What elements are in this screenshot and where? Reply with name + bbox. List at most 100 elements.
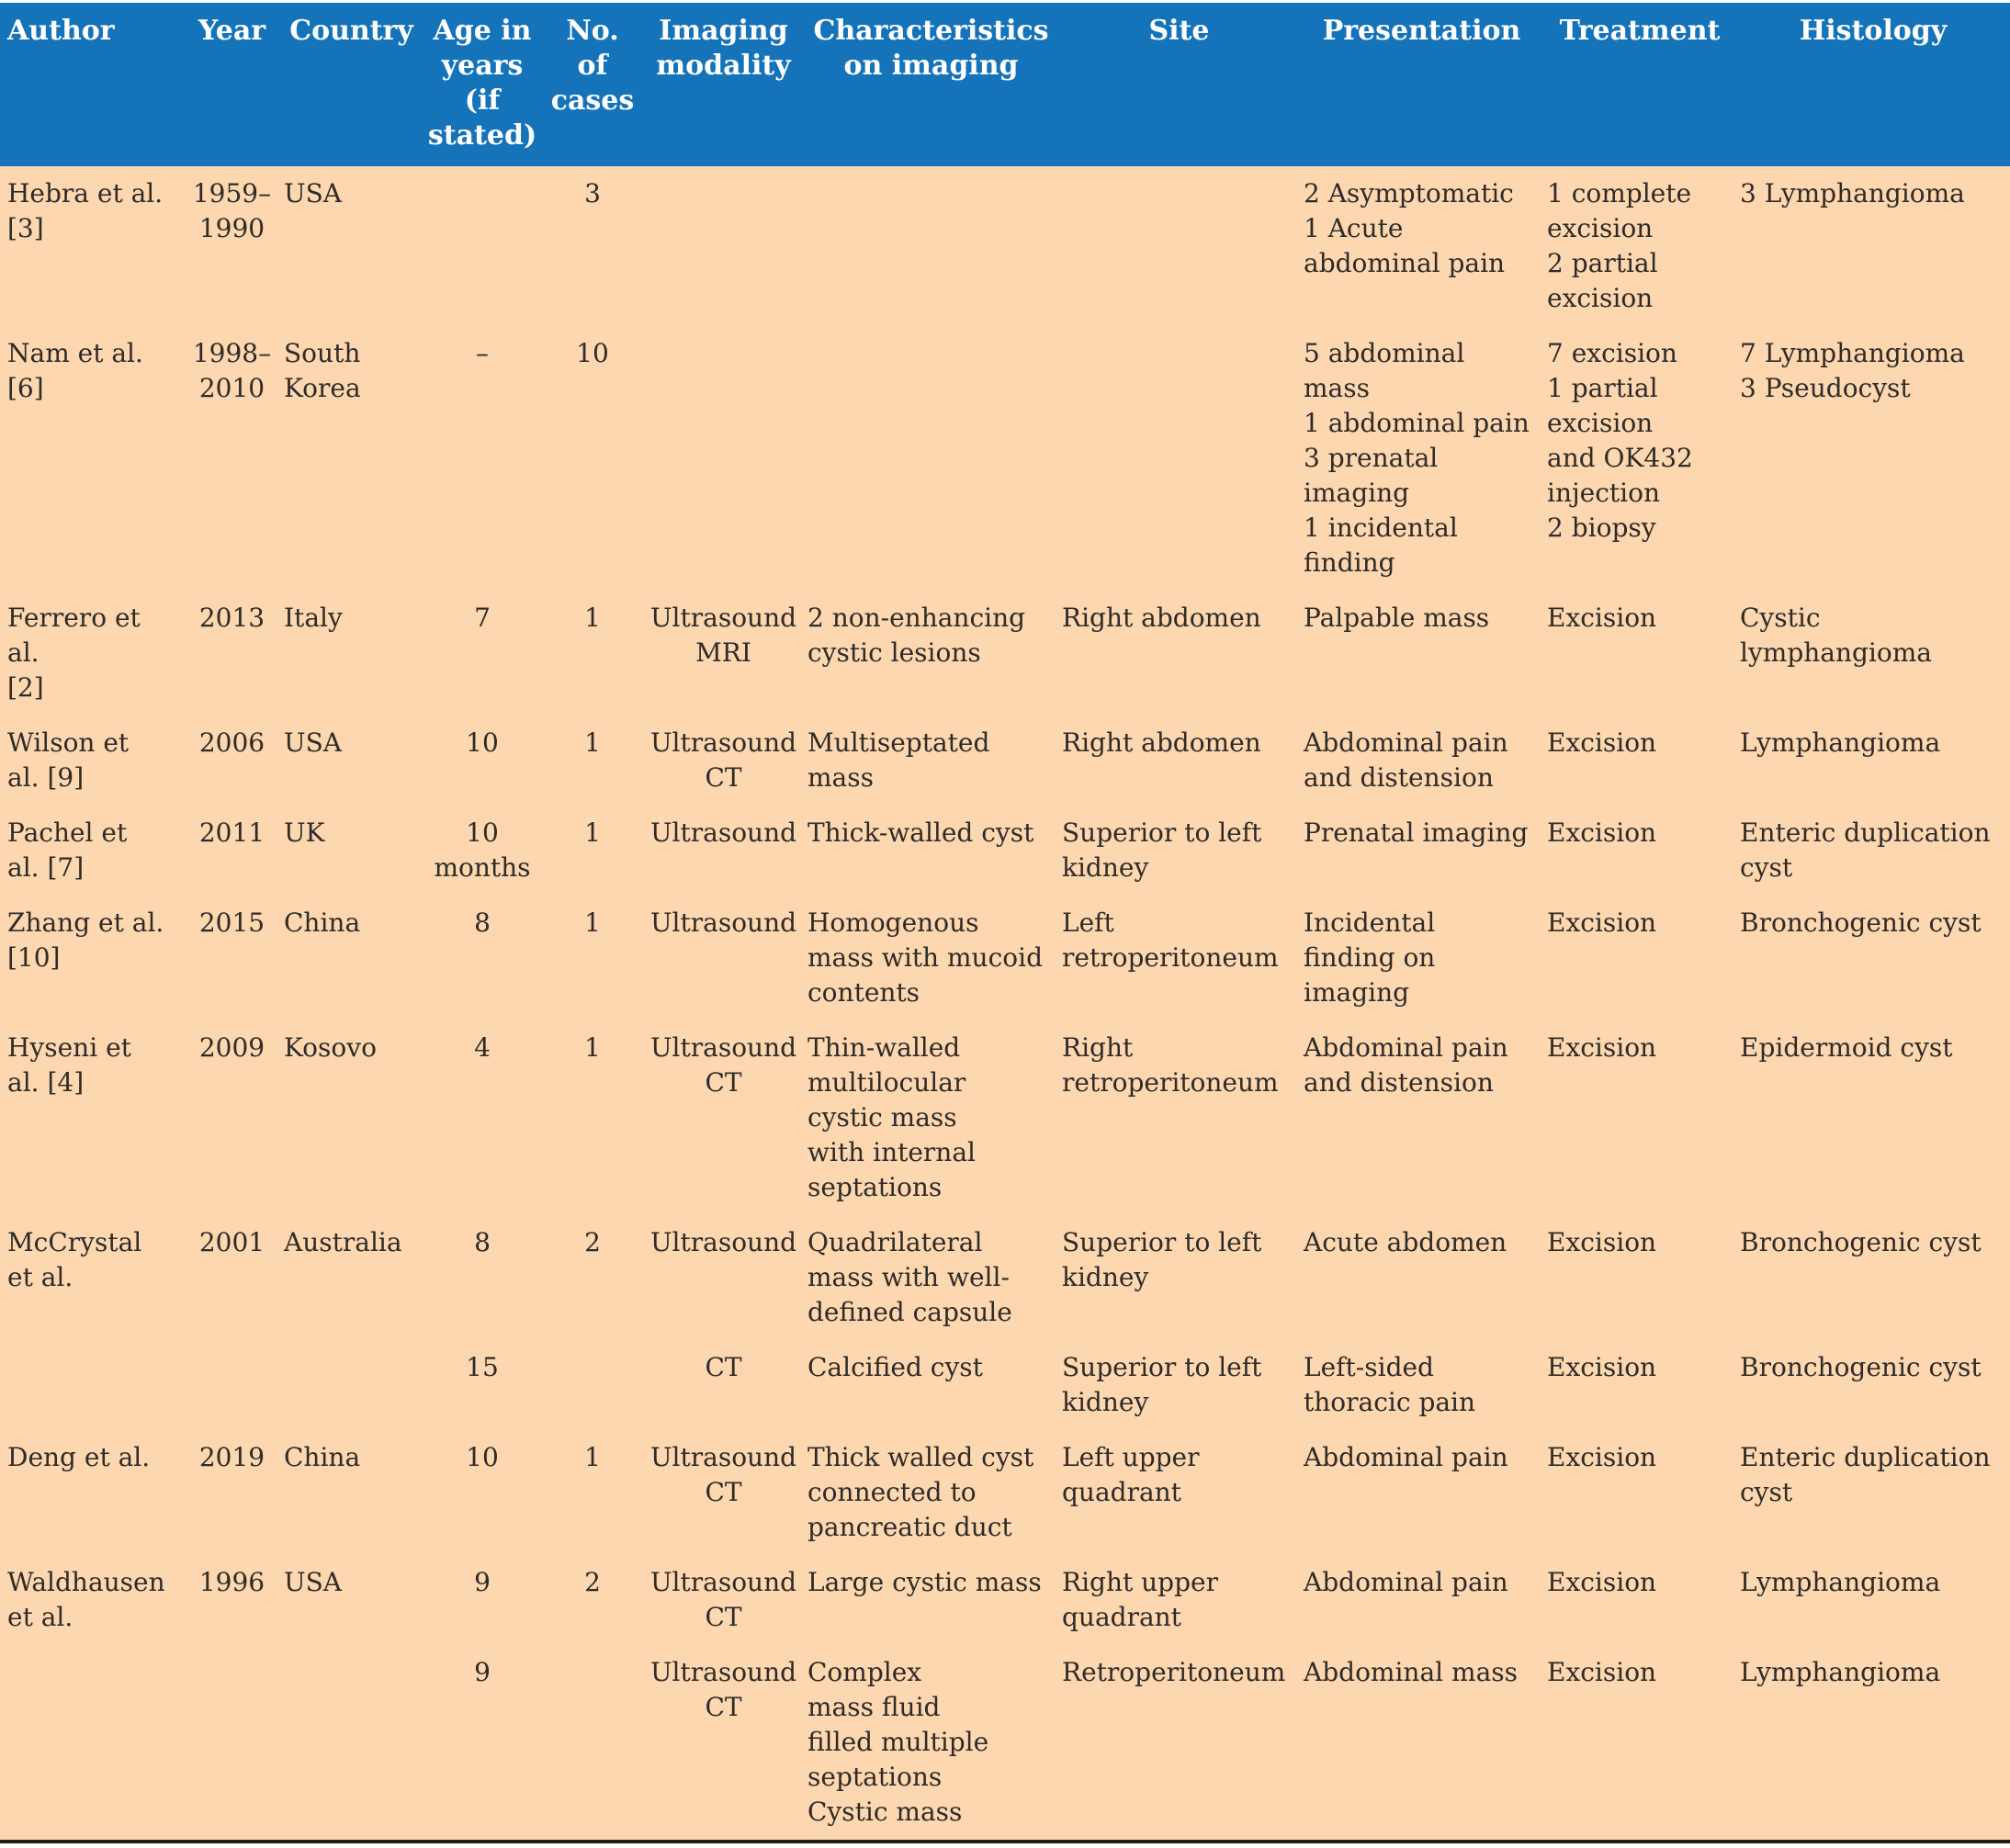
table-cell: Lymphangioma <box>1740 727 1941 758</box>
table-cell <box>280 1645 423 1842</box>
table-cell: Deng et al. <box>7 1442 151 1472</box>
table-cell: 2019 <box>198 1442 265 1472</box>
table-cell: 1 <box>584 817 601 848</box>
table-cell: USA <box>284 178 342 208</box>
table-cell: Hebra et al. [3] <box>7 178 164 243</box>
table-row: Waldhausen et al. 1996 USA 9 2 Ultrasound CT L… <box>0 1555 2010 1645</box>
table-cell: Ultrasound CT <box>649 727 797 793</box>
table-body: Hebra et al. [3] 1959– 1990 USA 3 2 Asymptom… <box>0 166 2010 1842</box>
table-cell: Thin-walled multilocular cystic mass wit… <box>807 1032 976 1202</box>
table-cell <box>280 1340 423 1430</box>
table-cell: 9 <box>474 1657 491 1687</box>
table-cell: Zhang et al. [10] <box>7 907 164 973</box>
table-cell <box>184 1340 280 1430</box>
table-cell: Enteric duplication cyst <box>1740 1442 1991 1507</box>
table-cell: 2013 <box>198 603 265 633</box>
column-header: No. of cases <box>542 3 643 166</box>
table-cell: Nam et al. [6] <box>7 338 143 403</box>
table-cell: Excision <box>1547 1032 1657 1063</box>
table-cell: 2 Asymptomatic 1 Acute abdominal pain <box>1304 178 1514 278</box>
table-cell: Excision <box>1547 1657 1657 1687</box>
table-cell: Large cystic mass <box>807 1567 1042 1597</box>
column-header: Country <box>280 3 423 166</box>
table-cell: 7 excision 1 partial excision and OK432 … <box>1547 338 1693 543</box>
table-cell: 9 <box>474 1567 491 1597</box>
table-cell: Italy <box>284 603 343 633</box>
case-reports-table: Author Year Country Age in years (if stated… <box>0 3 2010 1843</box>
table-cell: 8 <box>474 907 491 938</box>
table-row: Ferrero et al. [2] 2013 Italy 7 1 Ultrasound … <box>0 591 2010 716</box>
table-row: 15 CT Calcified cyst Superior to left kidne… <box>0 1340 2010 1430</box>
table-cell: 1 <box>584 603 601 633</box>
table-cell: Acute abdomen <box>1304 1227 1508 1257</box>
table-cell: UK <box>284 817 325 848</box>
table-cell: Pachel et al. [7] <box>7 817 128 883</box>
table-row: Wilson et al. [9] 2006 USA 10 1 Ultrasound CT… <box>0 716 2010 806</box>
table-cell: 1998– 2010 <box>192 338 272 403</box>
table-cell: 10 <box>576 338 609 368</box>
table-cell: Right abdomen <box>1062 727 1261 758</box>
table-cell: 10 <box>466 727 499 758</box>
table-cell <box>643 166 804 326</box>
table-row: Hyseni et al. [4] 2009 Kosovo 4 1 Ultrasound … <box>0 1020 2010 1215</box>
column-header: Author <box>0 3 184 166</box>
column-header: Histology <box>1736 3 2010 166</box>
column-header: Age in years (if stated) <box>423 3 542 166</box>
table-cell: Superior to left kidney <box>1062 1352 1262 1417</box>
table-cell: 2 <box>584 1227 601 1257</box>
table-cell <box>542 1645 643 1842</box>
column-header: Imaging modality <box>643 3 804 166</box>
table-cell: 2006 <box>198 727 265 758</box>
column-header: Site <box>1058 3 1300 166</box>
table-cell: 7 Lymphangioma 3 Pseudocyst <box>1740 338 1965 403</box>
table-cell: Abdominal pain and distension <box>1304 727 1508 793</box>
table-cell: Waldhausen et al. <box>7 1567 165 1632</box>
table-cell: Excision <box>1547 817 1657 848</box>
table-cell <box>184 1645 280 1842</box>
table-header-row: Author Year Country Age in years (if stated… <box>0 3 2010 166</box>
table-cell: Left retroperitoneum <box>1062 907 1279 973</box>
table-cell: China <box>284 907 361 938</box>
table-cell: Abdominal pain <box>1304 1442 1508 1472</box>
table-cell: Ultrasound CT <box>649 1442 797 1507</box>
table-cell: 1 complete excision 2 partial excision <box>1547 178 1692 313</box>
table-cell: 1996 <box>198 1567 265 1597</box>
table-cell: Calcified cyst <box>807 1352 983 1382</box>
table-cell: Incidental finding on imaging <box>1304 907 1436 1008</box>
table-cell: 3 Lymphangioma <box>1740 178 1965 208</box>
table-cell <box>1058 326 1300 591</box>
table-cell: 1 <box>584 1442 601 1472</box>
table-cell: China <box>284 1442 361 1472</box>
table-cell: Ultrasound <box>649 907 797 938</box>
table-cell <box>542 1340 643 1430</box>
table-cell: Ferrero et al. [2] <box>7 603 141 703</box>
table-cell: Thick walled cyst connected to pancreati… <box>807 1442 1034 1542</box>
table-cell: Ultrasound MRI <box>649 603 797 668</box>
table-cell <box>1058 166 1300 326</box>
table-row: Hebra et al. [3] 1959– 1990 USA 3 2 Asymptom… <box>0 166 2010 326</box>
table-cell: 2 <box>584 1567 601 1597</box>
column-header: Characteristics on imaging <box>804 3 1058 166</box>
table-cell: Ultrasound CT <box>649 1657 797 1722</box>
table-cell: Excision <box>1547 603 1657 633</box>
table-cell: Wilson et al. [9] <box>7 727 130 793</box>
table-cell: Palpable mass <box>1304 603 1490 633</box>
table-cell: 1 <box>584 727 601 758</box>
table-row: McCrystal et al. 2001 Australia 8 2 Ultrasoun… <box>0 1215 2010 1340</box>
table-cell: Excision <box>1547 1567 1657 1597</box>
table-cell: – <box>476 338 489 368</box>
table-cell: Complex mass fluid filled multiple septa… <box>807 1657 989 1827</box>
column-header: Treatment <box>1543 3 1736 166</box>
table-cell: CT <box>705 1352 742 1382</box>
table-cell: 2015 <box>198 907 265 938</box>
table-header: Author Year Country Age in years (if stated… <box>0 3 2010 166</box>
table-cell: Lymphangioma <box>1740 1657 1941 1687</box>
table-cell: Quadrilateral mass with well- defined ca… <box>807 1227 1012 1327</box>
table-cell: 2011 <box>198 817 265 848</box>
table-cell: 3 <box>584 178 601 208</box>
table-cell: Abdominal pain and distension <box>1304 1032 1508 1098</box>
table-cell: Superior to left kidney <box>1062 1227 1262 1292</box>
table-cell: McCrystal et al. <box>7 1227 142 1292</box>
table-cell: Ultrasound <box>649 1227 797 1257</box>
table-cell: Cystic lymphangioma <box>1740 603 1932 668</box>
